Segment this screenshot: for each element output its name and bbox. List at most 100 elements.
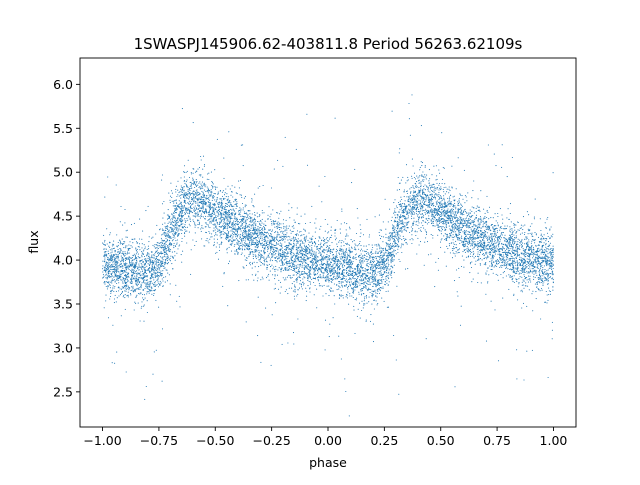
data-point bbox=[451, 231, 453, 234]
data-point bbox=[450, 210, 452, 212]
data-point bbox=[263, 240, 265, 243]
data-point bbox=[552, 172, 554, 174]
data-point bbox=[120, 248, 122, 250]
data-point bbox=[183, 171, 185, 173]
data-point bbox=[363, 270, 365, 272]
data-point bbox=[288, 209, 290, 211]
data-point bbox=[298, 260, 300, 262]
data-point bbox=[148, 281, 150, 283]
data-point bbox=[266, 232, 268, 234]
data-point bbox=[157, 261, 159, 263]
data-point bbox=[411, 94, 413, 96]
data-point bbox=[533, 258, 535, 260]
data-point bbox=[404, 204, 406, 206]
data-point bbox=[202, 187, 204, 189]
data-point bbox=[428, 215, 430, 217]
data-point bbox=[278, 224, 280, 226]
data-point bbox=[359, 280, 361, 282]
data-point bbox=[432, 225, 434, 227]
data-point bbox=[345, 270, 347, 272]
data-point bbox=[251, 274, 253, 276]
data-point bbox=[126, 229, 128, 231]
data-point bbox=[539, 267, 541, 269]
data-point bbox=[469, 209, 471, 211]
data-point bbox=[258, 237, 260, 239]
data-point bbox=[250, 238, 252, 240]
data-point bbox=[190, 204, 193, 206]
data-point bbox=[376, 288, 379, 291]
data-point bbox=[382, 286, 384, 288]
data-point bbox=[259, 185, 261, 188]
data-point bbox=[109, 254, 111, 256]
data-point bbox=[245, 227, 247, 229]
data-point bbox=[379, 290, 381, 292]
data-point bbox=[132, 238, 134, 240]
data-point bbox=[430, 194, 432, 196]
data-point bbox=[434, 187, 436, 189]
data-point bbox=[356, 208, 358, 210]
data-point bbox=[346, 223, 348, 225]
data-point bbox=[143, 320, 145, 322]
data-point bbox=[132, 262, 134, 264]
data-point bbox=[541, 281, 543, 284]
data-point bbox=[222, 190, 224, 192]
data-point bbox=[429, 188, 432, 190]
data-point bbox=[511, 244, 513, 246]
data-point bbox=[371, 293, 373, 295]
data-point bbox=[442, 207, 444, 209]
data-point bbox=[299, 265, 301, 267]
data-point bbox=[353, 256, 355, 258]
data-point bbox=[425, 232, 428, 234]
data-point bbox=[336, 248, 338, 250]
data-point bbox=[189, 217, 191, 219]
data-point bbox=[297, 240, 299, 242]
data-point bbox=[146, 300, 148, 302]
data-point bbox=[275, 265, 277, 267]
data-point bbox=[226, 247, 228, 249]
data-point bbox=[541, 271, 543, 273]
data-point bbox=[393, 255, 395, 257]
data-point bbox=[294, 237, 296, 239]
data-point bbox=[329, 268, 331, 270]
data-point bbox=[216, 138, 218, 140]
data-point bbox=[543, 274, 545, 276]
data-point bbox=[176, 243, 178, 245]
data-point bbox=[225, 238, 227, 240]
data-point bbox=[508, 258, 510, 260]
data-point bbox=[358, 261, 361, 263]
data-point bbox=[106, 275, 108, 277]
data-point bbox=[282, 219, 285, 221]
data-point bbox=[223, 213, 225, 215]
data-point bbox=[477, 281, 479, 284]
data-point bbox=[186, 211, 188, 213]
data-point bbox=[416, 186, 418, 188]
data-point bbox=[231, 217, 233, 220]
data-point bbox=[309, 245, 311, 247]
data-point bbox=[148, 265, 151, 267]
data-point bbox=[174, 212, 177, 214]
data-point bbox=[302, 261, 304, 263]
data-point bbox=[187, 188, 189, 190]
data-point bbox=[484, 212, 486, 214]
data-point bbox=[382, 287, 384, 289]
data-point bbox=[399, 209, 401, 211]
data-point bbox=[301, 241, 304, 243]
data-point bbox=[124, 294, 126, 296]
data-point bbox=[116, 254, 118, 256]
data-point bbox=[104, 253, 106, 255]
data-point bbox=[509, 248, 511, 250]
data-point bbox=[386, 249, 388, 252]
data-point bbox=[207, 187, 209, 189]
data-point bbox=[417, 237, 419, 239]
data-point bbox=[241, 246, 243, 248]
data-point bbox=[480, 217, 482, 219]
data-point bbox=[114, 281, 116, 283]
data-point bbox=[331, 290, 333, 292]
data-point bbox=[176, 195, 178, 198]
data-point bbox=[449, 197, 451, 199]
data-point bbox=[370, 261, 372, 263]
data-point bbox=[139, 249, 141, 251]
data-point bbox=[209, 232, 211, 234]
data-point bbox=[282, 223, 284, 225]
